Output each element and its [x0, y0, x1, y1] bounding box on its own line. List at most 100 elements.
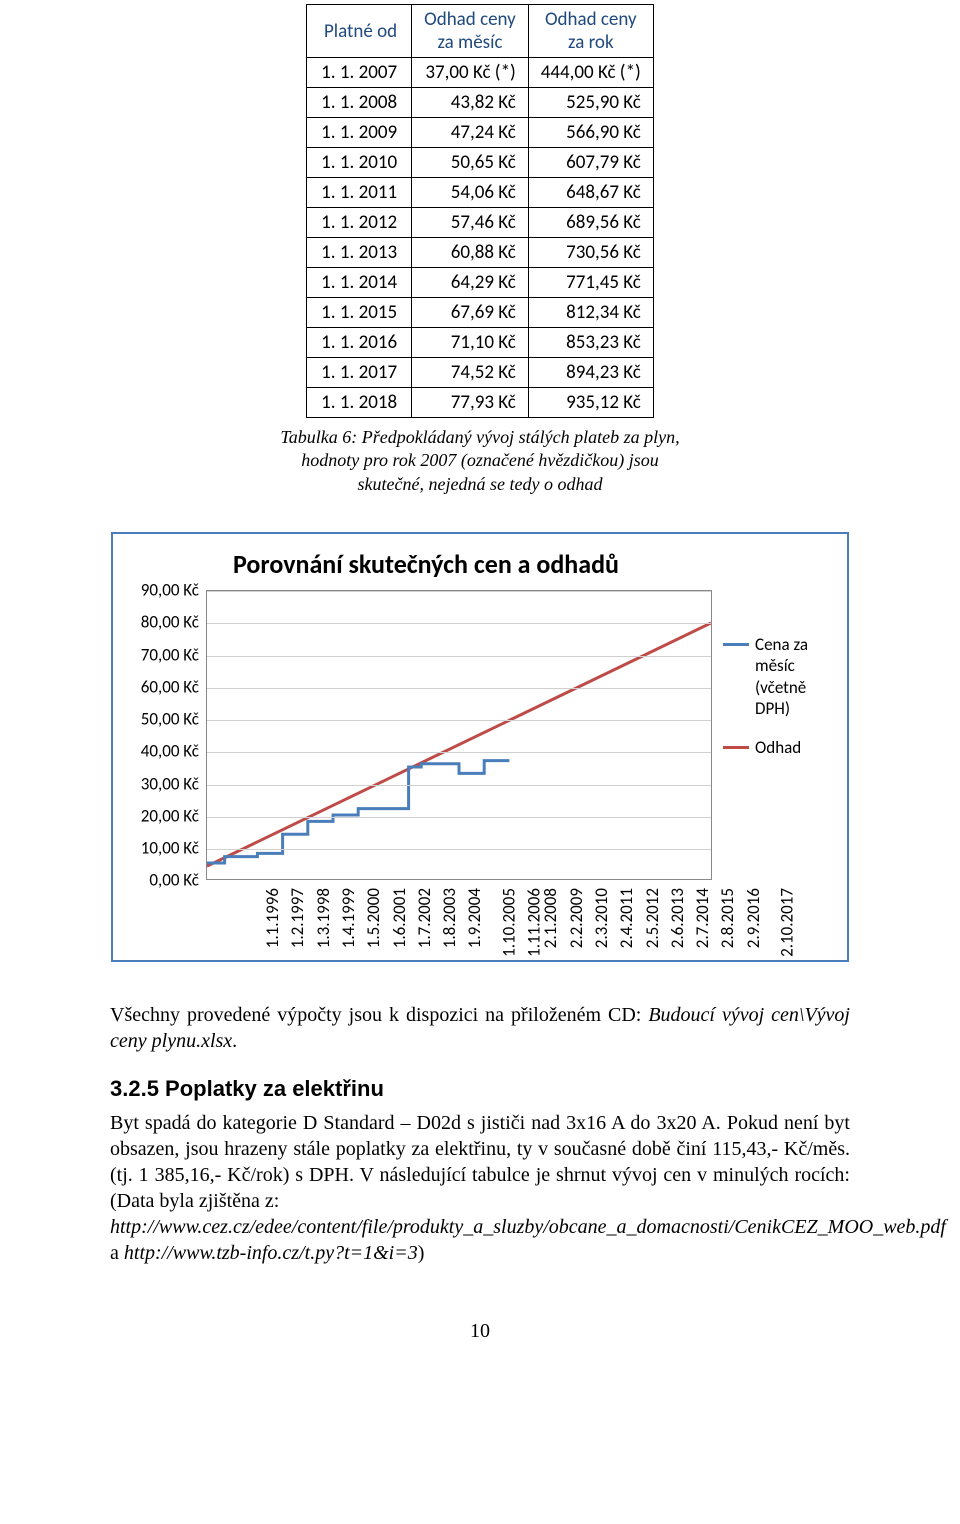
- table-cell: 689,56 Kč: [528, 208, 653, 238]
- chart-x-label: 1.3.1998: [312, 888, 333, 948]
- chart-y-label: 60,00 Kč: [121, 676, 199, 697]
- table-cell: 1. 1. 2013: [307, 238, 412, 268]
- chart-x-label: 2.3.2010: [591, 888, 612, 948]
- table-row: 1. 1. 200843,82 Kč525,90 Kč: [307, 88, 654, 118]
- table-cell: 566,90 Kč: [528, 118, 653, 148]
- chart-x-label: 1.1.1996: [262, 888, 283, 948]
- table-row: 1. 1. 200737,00 Kč (*)444,00 Kč (*): [307, 58, 654, 88]
- section-heading: 3.2.5 Poplatky za elektřinu: [110, 1076, 850, 1102]
- table-cell: 1. 1. 2007: [307, 58, 412, 88]
- chart-y-label: 90,00 Kč: [121, 580, 199, 601]
- chart-y-label: 40,00 Kč: [121, 741, 199, 762]
- table-cell: 607,79 Kč: [528, 148, 653, 178]
- table-row: 1. 1. 201050,65 Kč607,79 Kč: [307, 148, 654, 178]
- table-cell: 1. 1. 2014: [307, 268, 412, 298]
- comparison-chart: Porovnání skutečných cen a odhadů Cena z…: [111, 532, 849, 962]
- para2-c: a: [110, 1242, 119, 1264]
- table-cell: 77,93 Kč: [412, 388, 529, 418]
- table-cell: 1. 1. 2018: [307, 388, 412, 418]
- table-cell: 853,23 Kč: [528, 328, 653, 358]
- th-mesic: Odhad ceny za měsíc: [412, 5, 529, 58]
- table-row: 1. 1. 201257,46 Kč689,56 Kč: [307, 208, 654, 238]
- chart-x-label: 1.2.1997: [287, 888, 308, 948]
- chart-x-label: 2.8.2015: [717, 888, 738, 948]
- table-cell: 1. 1. 2011: [307, 178, 412, 208]
- th-mesic-l1: Odhad ceny za měsíc: [424, 8, 516, 54]
- chart-title: Porovnání skutečných cen a odhadů: [233, 548, 619, 580]
- chart-y-label: 50,00 Kč: [121, 709, 199, 730]
- chart-x-label: 2.9.2016: [742, 888, 763, 948]
- chart-x-label: 1.10.2005: [498, 888, 519, 957]
- table-cell: 1. 1. 2009: [307, 118, 412, 148]
- chart-x-label: 1.6.2001: [388, 888, 409, 948]
- chart-x-label: 2.6.2013: [667, 888, 688, 948]
- caption-line-3: skutečné, nejedná se tedy o odhad: [358, 474, 603, 494]
- caption-line-2: hodnoty pro rok 2007 (označené hvězdičko…: [301, 450, 659, 470]
- para1-dot: .: [232, 1030, 237, 1052]
- legend-swatch-estimate: [723, 746, 749, 749]
- table-cell: 57,46 Kč: [412, 208, 529, 238]
- table-cell: 1. 1. 2008: [307, 88, 412, 118]
- chart-plot-area: [206, 590, 712, 880]
- para2-url1: http://www.cez.cz/edee/content/file/prod…: [110, 1216, 946, 1238]
- table-cell: 894,23 Kč: [528, 358, 653, 388]
- paragraph-cd: Všechny provedené výpočty jsou k dispozi…: [110, 1002, 850, 1054]
- th-platne-od: Platné od: [307, 5, 412, 58]
- table-cell: 1. 1. 2016: [307, 328, 412, 358]
- chart-x-label: 2.1.2008: [540, 888, 561, 948]
- chart-legend: Cena za měsíc (včetně DPH) Odhad: [723, 634, 833, 776]
- chart-y-label: 70,00 Kč: [121, 644, 199, 665]
- chart-y-label: 30,00 Kč: [121, 773, 199, 794]
- legend-actual-l3: (včetně: [755, 677, 806, 698]
- table-row: 1. 1. 201360,88 Kč730,56 Kč: [307, 238, 654, 268]
- chart-x-label: 2.5.2012: [641, 888, 662, 948]
- table-row: 1. 1. 201671,10 Kč853,23 Kč: [307, 328, 654, 358]
- th-rok: Odhad ceny za rok: [528, 5, 653, 58]
- table-cell: 444,00 Kč (*): [528, 58, 653, 88]
- table-row: 1. 1. 200947,24 Kč566,90 Kč: [307, 118, 654, 148]
- chart-y-label: 20,00 Kč: [121, 805, 199, 826]
- legend-estimate-label: Odhad: [755, 737, 801, 758]
- para2-e: ): [418, 1242, 425, 1264]
- legend-actual-l2: měsíc: [755, 655, 795, 676]
- paragraph-elektrina: Byt spadá do kategorie D Standard – D02d…: [110, 1110, 850, 1266]
- table-cell: 67,69 Kč: [412, 298, 529, 328]
- page-number: 10: [110, 1320, 850, 1343]
- table-cell: 1. 1. 2010: [307, 148, 412, 178]
- chart-y-label: 10,00 Kč: [121, 837, 199, 858]
- table-cell: 64,29 Kč: [412, 268, 529, 298]
- chart-y-label: 0,00 Kč: [121, 870, 199, 891]
- chart-svg: [207, 591, 711, 879]
- table-row: 1. 1. 201464,29 Kč771,45 Kč: [307, 268, 654, 298]
- chart-x-label: 2.2.2009: [565, 888, 586, 948]
- table-cell: 1. 1. 2017: [307, 358, 412, 388]
- chart-x-label: 2.7.2014: [692, 888, 713, 948]
- legend-item-actual: Cena za měsíc (včetně DPH): [723, 634, 833, 719]
- table-row: 1. 1. 201154,06 Kč648,67 Kč: [307, 178, 654, 208]
- table-cell: 771,45 Kč: [528, 268, 653, 298]
- legend-item-estimate: Odhad: [723, 737, 833, 758]
- para1-text: Všechny provedené výpočty jsou k dispozi…: [110, 1004, 648, 1026]
- chart-x-label: 1.9.2004: [464, 888, 485, 948]
- chart-x-label: 1.4.1999: [338, 888, 359, 948]
- table-cell: 648,67 Kč: [528, 178, 653, 208]
- chart-y-label: 80,00 Kč: [121, 612, 199, 633]
- table-cell: 812,34 Kč: [528, 298, 653, 328]
- table-cell: 54,06 Kč: [412, 178, 529, 208]
- table-row: 1. 1. 201567,69 Kč812,34 Kč: [307, 298, 654, 328]
- legend-swatch-actual: [723, 643, 749, 646]
- table-cell: 525,90 Kč: [528, 88, 653, 118]
- table-cell: 47,24 Kč: [412, 118, 529, 148]
- price-table: Platné od Odhad ceny za měsíc Odhad ceny…: [306, 4, 654, 418]
- table-cell: 935,12 Kč: [528, 388, 653, 418]
- table-cell: 50,65 Kč: [412, 148, 529, 178]
- table-cell: 1. 1. 2015: [307, 298, 412, 328]
- legend-actual-l1: Cena za: [755, 634, 808, 655]
- chart-x-label: 1.5.2000: [363, 888, 384, 948]
- th-rok-l1: Odhad ceny za rok: [541, 8, 641, 54]
- table-cell: 730,56 Kč: [528, 238, 653, 268]
- chart-x-label: 2.4.2011: [616, 888, 637, 948]
- table-cell: 74,52 Kč: [412, 358, 529, 388]
- table-row: 1. 1. 201774,52 Kč894,23 Kč: [307, 358, 654, 388]
- para2-a: Byt spadá do kategorie D Standard – D02d…: [110, 1112, 850, 1212]
